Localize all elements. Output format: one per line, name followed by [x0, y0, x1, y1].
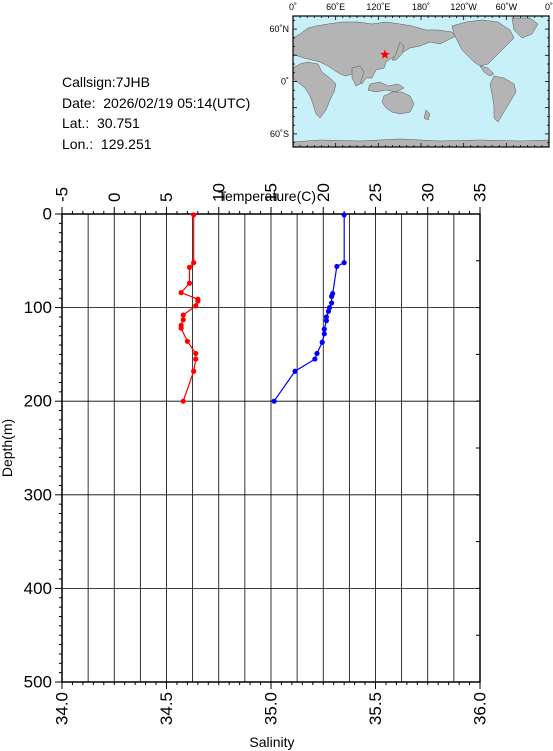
temperature-data-point — [319, 339, 325, 345]
map-lat-label: 60˚N — [269, 24, 289, 34]
temperature-data-point — [271, 398, 277, 404]
salinity-data-point — [180, 312, 186, 318]
salinity-data-point — [180, 317, 186, 323]
temperature-data-point — [312, 356, 318, 362]
land-australia — [381, 91, 415, 115]
salinity-tick-label: 35.5 — [366, 692, 385, 725]
map-lon-label: 60˚E — [326, 2, 345, 12]
salinity-tick-label: 34.0 — [53, 692, 72, 725]
map-lon-label: 120˚W — [450, 2, 477, 12]
temperature-data-point — [329, 300, 335, 306]
world-map: 0˚ 60˚E 120˚E 180˚ 120˚W 60˚W 0˚ 60˚N 0˚ 60˚S — [269, 2, 553, 148]
land-south-america — [489, 75, 517, 123]
salinity-data-point — [180, 398, 186, 404]
land-india — [351, 65, 365, 87]
temperature-tick-label: 20 — [314, 183, 333, 202]
land-central-america — [479, 65, 495, 77]
temperature-tick-label: 0 — [105, 193, 124, 202]
land-new-zealand — [423, 109, 431, 121]
data-series — [178, 212, 347, 404]
map-labels: 0˚ 60˚E 120˚E 180˚ 120˚W 60˚W 0˚ 60˚N 0˚ 60˚S — [269, 2, 553, 139]
salinity-data-point — [178, 325, 184, 331]
map-lon-label: 120˚E — [366, 2, 390, 12]
salinity-data-point — [186, 264, 193, 270]
temperature-data-point — [314, 350, 320, 357]
salinity-data-point — [191, 212, 197, 218]
temperature-tick-label: 5 — [157, 193, 176, 202]
map-lat-label: 60˚S — [270, 129, 289, 139]
depth-tick-label: 400 — [24, 579, 52, 598]
temperature-data-point — [321, 331, 327, 337]
land-japan — [391, 41, 405, 61]
map-lon-label: 60˚W — [496, 2, 518, 12]
depth-tick-label: 200 — [24, 392, 52, 411]
temperature-data-point — [341, 260, 347, 266]
land-africa — [292, 61, 337, 119]
map-land — [292, 17, 550, 148]
temperature-data-point — [334, 263, 340, 270]
temperature-tick-label: 35 — [471, 183, 490, 202]
depth-tick-label: 300 — [24, 485, 52, 504]
salinity-data-point — [195, 298, 201, 304]
temperature-data-point — [323, 318, 329, 324]
land-greenland — [511, 17, 539, 39]
plot-frame — [61, 213, 481, 683]
map-lat-label: 0˚ — [281, 77, 289, 87]
station-info: Callsign:7JHB Date: 2026/02/19 05:14(UTC… — [62, 72, 250, 154]
longitude-text: Lon.: 129.251 — [62, 135, 152, 152]
temperature-tick-label: 15 — [262, 183, 281, 202]
salinity-data-point — [193, 350, 199, 357]
land-eurasia — [292, 21, 457, 85]
salinity-data-point — [191, 260, 197, 266]
salinity-tick-label: 35.0 — [262, 692, 281, 725]
salinity-data-point — [193, 303, 199, 309]
temperature-axis-title: Temperature(C) — [218, 188, 316, 204]
temperature-data-point — [341, 212, 347, 218]
date-text: Date: 2026/02/19 05:14(UTC) — [62, 94, 251, 111]
callsign-text: Callsign:7JHB — [62, 74, 150, 90]
temperature-data-point — [321, 326, 327, 332]
salinity-data-point — [186, 280, 193, 286]
depth-tick-label: 500 — [24, 673, 52, 692]
map-lon-label: 0˚ — [545, 2, 553, 12]
land-north-america — [451, 19, 515, 67]
salinity-data-point — [191, 368, 197, 374]
temperature-tick-label: 25 — [366, 183, 385, 202]
depth-tick-label: 0 — [43, 205, 52, 224]
latitude-text: Lat.: 30.751 — [62, 115, 140, 131]
salinity-data-point — [193, 356, 199, 362]
map-lon-label: 180˚ — [412, 2, 430, 12]
depth-tick-label: 100 — [24, 298, 52, 317]
depth-axis-title: Depth(m) — [0, 419, 15, 477]
temperature-data-point — [329, 293, 335, 299]
land-indonesia — [367, 81, 405, 93]
map-frame — [292, 15, 550, 148]
temperature-data-point — [325, 308, 332, 314]
temperature-data-point — [323, 314, 329, 320]
temperature-tick-label: 30 — [418, 183, 437, 202]
salinity-data-point — [184, 338, 190, 344]
salinity-tick-label: 34.5 — [157, 692, 176, 725]
temperature-tick-label: 10 — [209, 183, 228, 202]
station-star-icon — [380, 49, 390, 59]
temperature-tick-label: -5 — [53, 187, 72, 202]
temperature-data-point — [292, 368, 298, 374]
salinity-axis-title: Salinity — [249, 734, 294, 750]
map-lon-label: 0˚ — [289, 2, 297, 12]
salinity-data-point — [178, 290, 184, 296]
salinity-tick-label: 36.0 — [471, 692, 490, 725]
